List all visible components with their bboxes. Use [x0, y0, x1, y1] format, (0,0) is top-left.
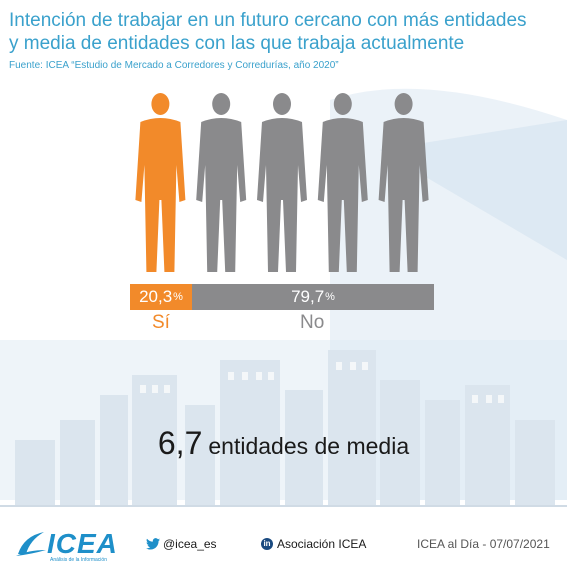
people-figures	[135, 93, 429, 272]
icea-logo[interactable]: ICEA Análisis de la Información	[14, 528, 124, 563]
stat-text: entidades de media	[208, 433, 410, 459]
person-figure-no	[317, 93, 368, 272]
linkedin-name: Asociación ICEA	[277, 537, 367, 551]
unit-label-no: %	[325, 291, 335, 303]
chart-title: Intención de trabajar en un futuro cerca…	[9, 9, 561, 55]
stacked-percentage-bar: 20,3% 79,7%	[130, 284, 434, 310]
twitter-handle: @icea_es	[163, 537, 217, 551]
person-figure-yes	[135, 93, 186, 272]
value-label-no: 79,7	[291, 287, 325, 306]
linkedin-icon: in	[261, 538, 273, 550]
twitter-icon	[146, 538, 160, 550]
icea-logo-mark-icon	[16, 532, 46, 556]
unit-label-yes: %	[173, 291, 183, 303]
bar-segment-yes: 20,3%	[130, 284, 192, 310]
logo-text: ICEA	[47, 528, 118, 559]
source-note: Fuente: ICEA “Estudio de Mercado a Corre…	[9, 60, 339, 71]
footer: ICEA Análisis de la Información @icea_es…	[0, 518, 567, 567]
category-label-yes: Sí	[152, 312, 170, 333]
title-line-2: y media de entidades con las que trabaja…	[9, 33, 465, 54]
linkedin-link[interactable]: in Asociación ICEA	[261, 537, 366, 551]
title-line-1: Intención de trabajar en un futuro cerca…	[9, 10, 527, 31]
stat-number: 6,7	[157, 425, 203, 461]
average-entities-stat: 6,7 entidades de media	[0, 425, 567, 462]
person-figure-no	[196, 93, 247, 272]
logo-tagline: Análisis de la Información	[50, 557, 107, 563]
twitter-link[interactable]: @icea_es	[146, 537, 217, 551]
category-label-no: No	[300, 312, 325, 333]
bar-segment-no: 79,7%	[192, 284, 434, 310]
publication-date: ICEA al Día - 07/07/2021	[417, 537, 550, 551]
value-label-yes: 20,3	[139, 287, 173, 306]
person-figure-no	[257, 93, 307, 272]
person-figure-no	[378, 93, 429, 272]
